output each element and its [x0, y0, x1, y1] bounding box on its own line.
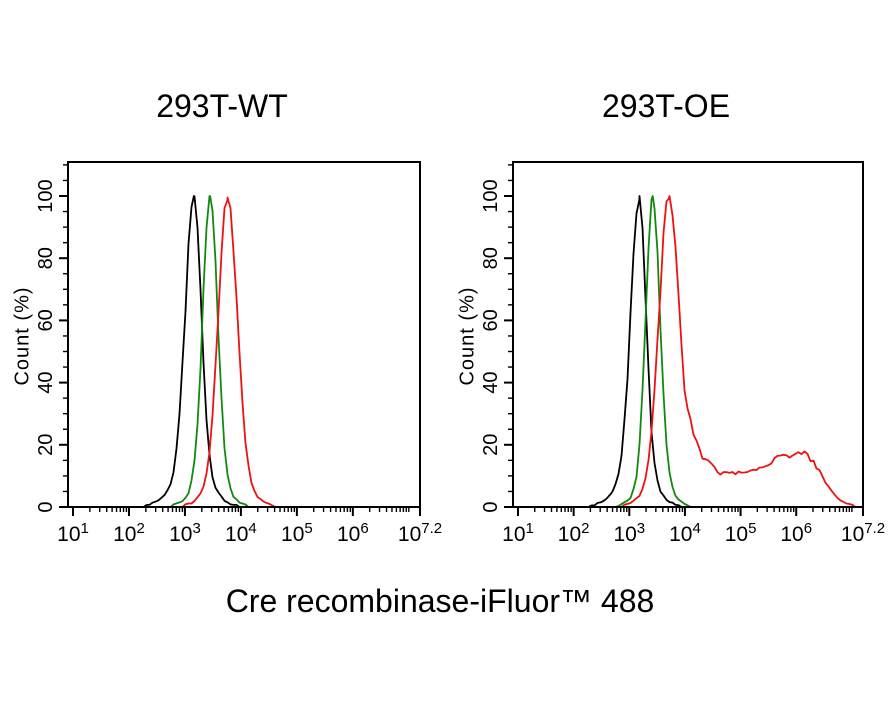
wt-red-curve — [69, 196, 419, 507]
wt-y-tick-label: 40 — [35, 371, 57, 393]
oe-curves — [514, 195, 862, 507]
wt-y-tick-label: 60 — [35, 309, 57, 331]
x-axis-title: Cre recombinase-iFluor™ 488 — [225, 583, 655, 619]
wt-green-curve — [69, 195, 419, 507]
wt-x-ticks: 101 102 103 104 105 106 107.2 — [57, 508, 442, 546]
left-y-axis-title: Count (%) — [11, 286, 34, 386]
wt-x-tick-label: 102 — [113, 520, 145, 546]
left-panel-title: 293T-WT — [156, 88, 288, 124]
oe-x-tick-label: 101 — [502, 520, 534, 546]
oe-x-tick-label: 103 — [613, 520, 645, 546]
oe-y-tick-label: 100 — [480, 179, 502, 212]
wt-x-tick-label: 104 — [225, 520, 257, 546]
wt-y-tick-label: 100 — [35, 179, 57, 212]
oe-plot-box — [512, 161, 864, 508]
right-y-axis-title: Count (%) — [456, 286, 479, 386]
oe-plot: 101 102 103 104 105 106 107.2 0 20 40 60 80 100 — [480, 161, 885, 546]
wt-y-tick-label: 0 — [35, 501, 57, 512]
oe-green-curve — [514, 195, 862, 507]
wt-y-ticks: 0 20 40 60 80 100 — [35, 164, 67, 513]
wt-x-tick-label: 105 — [281, 520, 313, 546]
oe-x-tick-label: 102 — [558, 520, 590, 546]
oe-y-tick-label: 0 — [480, 501, 502, 512]
wt-x-tick-label: 103 — [169, 520, 201, 546]
oe-y-tick-label: 60 — [480, 309, 502, 331]
wt-plot: 101 102 103 104 105 106 107.2 0 20 40 60 80 100 — [35, 161, 442, 546]
wt-y-tick-label: 80 — [35, 247, 57, 269]
oe-x-ticks: 101 102 103 104 105 106 107.2 — [502, 508, 885, 546]
oe-x-tick-label: 105 — [725, 520, 757, 546]
oe-x-tick-label: 107.2 — [841, 520, 885, 546]
wt-plot-box — [67, 161, 421, 508]
oe-y-tick-label: 20 — [480, 434, 502, 456]
oe-y-tick-label: 80 — [480, 247, 502, 269]
right-panel-title: 293T-OE — [601, 88, 731, 124]
wt-x-tick-label: 107.2 — [398, 520, 442, 546]
oe-y-tick-label: 40 — [480, 371, 502, 393]
wt-x-tick-label: 101 — [57, 520, 89, 546]
wt-curves — [69, 195, 419, 507]
wt-black-curve — [69, 195, 419, 507]
wt-x-tick-label: 106 — [337, 520, 369, 546]
oe-red-curve — [514, 195, 862, 507]
oe-x-tick-label: 104 — [669, 520, 701, 546]
oe-x-tick-label: 106 — [780, 520, 812, 546]
oe-y-ticks: 0 20 40 60 80 100 — [480, 164, 512, 513]
wt-y-tick-label: 20 — [35, 434, 57, 456]
